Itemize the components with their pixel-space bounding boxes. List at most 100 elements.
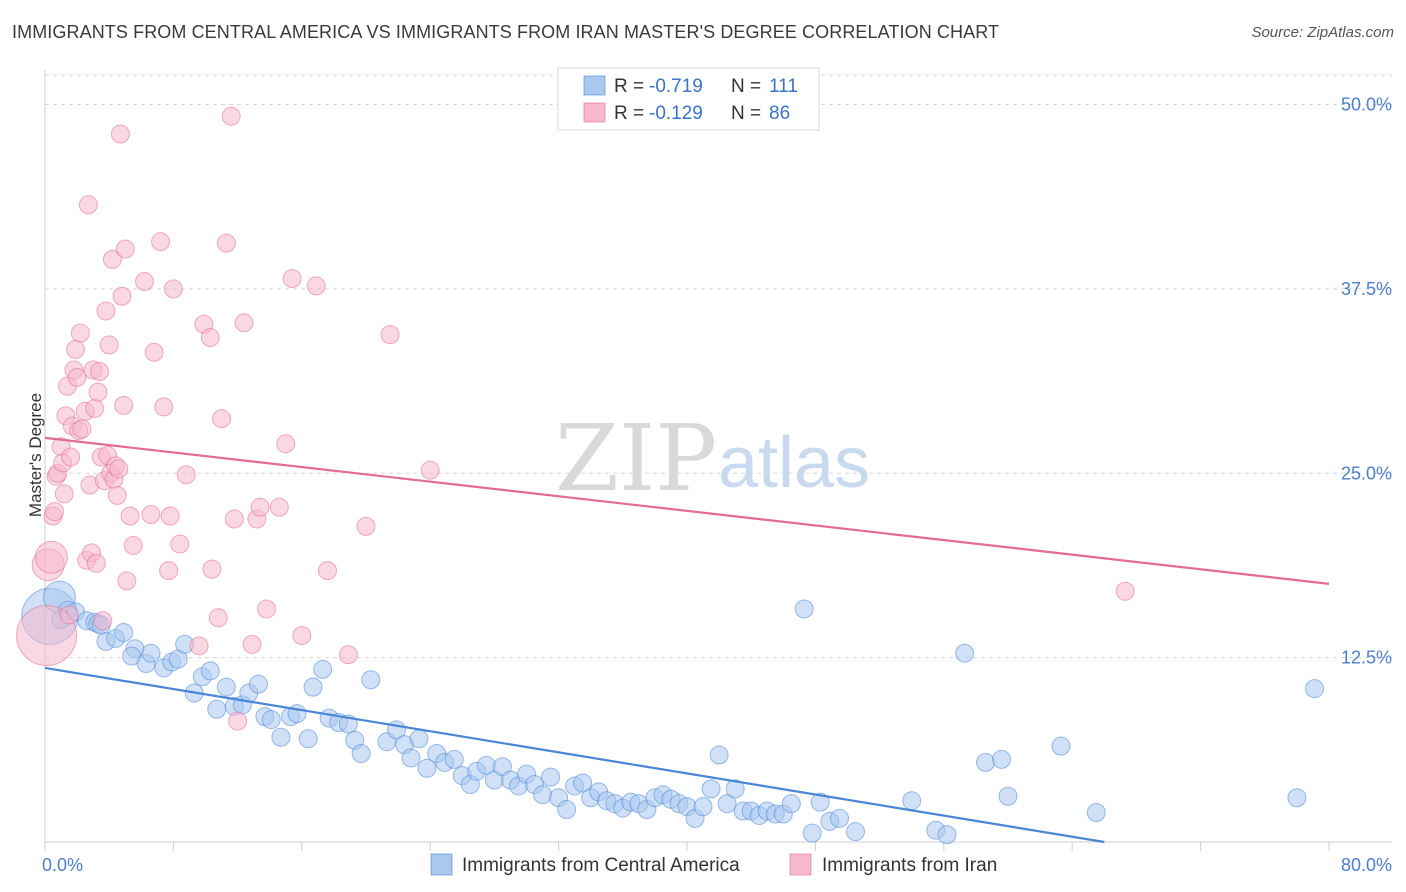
data-point [420, 460, 440, 480]
data-point [200, 661, 220, 681]
data-point [709, 745, 729, 765]
data-point [200, 328, 220, 348]
data-point [992, 749, 1012, 769]
data-point [902, 791, 922, 811]
data-point [701, 779, 721, 799]
data-point [573, 773, 593, 793]
data-point [202, 559, 222, 579]
data-point [160, 506, 180, 526]
legend-n-label: N = [731, 103, 761, 124]
y-tick-label: 25.0% [1341, 463, 1392, 483]
data-point [212, 409, 232, 429]
data-point [313, 659, 333, 679]
data-point [261, 710, 281, 730]
y-tick-label: 50.0% [1341, 95, 1392, 115]
data-point [120, 506, 140, 526]
data-point [216, 233, 236, 253]
data-point [955, 643, 975, 663]
data-point [59, 605, 79, 625]
data-point [144, 342, 164, 362]
watermark-atlas: atlas [718, 423, 870, 503]
bottom-legend-swatch-pink [789, 853, 812, 876]
trend-line [44, 436, 1330, 585]
data-point [937, 825, 957, 845]
data-point [135, 272, 155, 291]
data-point [67, 367, 87, 387]
data-point [248, 674, 268, 694]
x-tick-label: 80.0% [1341, 855, 1392, 875]
data-point [65, 339, 85, 359]
data-point [541, 767, 561, 787]
data-point [380, 325, 400, 345]
data-point [361, 670, 381, 690]
data-point [269, 497, 289, 517]
data-point [189, 636, 209, 656]
data-point [107, 485, 127, 505]
data-point [96, 301, 116, 321]
y-tick-label: 12.5% [1341, 648, 1392, 668]
data-point [90, 361, 110, 381]
x-tick-label: 0.0% [42, 855, 83, 875]
data-point [256, 599, 276, 619]
data-point [117, 571, 137, 591]
data-point [85, 398, 105, 418]
gridlines [45, 74, 1392, 659]
data-point [45, 502, 65, 522]
bottom-legend-label: Immigrants from Iran [822, 855, 997, 876]
data-point [829, 808, 849, 828]
trend-lines [44, 436, 1330, 844]
data-point [356, 516, 376, 536]
data-point [88, 382, 108, 402]
data-point [78, 195, 98, 215]
data-point [110, 124, 130, 144]
data-point [303, 677, 323, 697]
data-point [242, 634, 262, 654]
legend-n-value: 86 [769, 103, 790, 124]
data-point [1051, 736, 1071, 756]
data-point [123, 536, 143, 556]
data-point [228, 711, 248, 731]
data-point [99, 335, 119, 355]
data-point [112, 286, 132, 306]
legend-r-label: R = [614, 103, 644, 124]
data-point [409, 729, 429, 749]
data-point [154, 397, 174, 417]
trend-line [44, 666, 1105, 844]
legend-r-value: -0.719 [649, 76, 703, 97]
bottom-legend-swatch-blue [430, 853, 453, 876]
data-point [208, 608, 228, 628]
data-point [351, 744, 371, 763]
y-tick-label: 37.5% [1341, 279, 1392, 299]
data-point [417, 758, 437, 778]
data-point [781, 794, 801, 814]
watermark-zip: ZIP [555, 405, 717, 512]
data-point [557, 800, 577, 820]
data-point [70, 323, 90, 343]
data-point [794, 599, 814, 619]
data-point [72, 419, 92, 439]
data-point [1287, 788, 1307, 808]
data-point [93, 611, 113, 631]
data-point [292, 626, 312, 645]
data-point [401, 748, 421, 768]
data-point [234, 313, 254, 333]
data-point [1086, 803, 1106, 822]
data-point [207, 699, 227, 719]
legend-r-value: -0.129 [649, 103, 703, 124]
data-point [61, 447, 81, 467]
data-point [271, 727, 291, 747]
data-point [86, 553, 106, 573]
data-point [221, 106, 241, 126]
data-point [298, 729, 318, 749]
legend-r-label: R = [614, 76, 644, 97]
legend-swatch-blue [583, 75, 606, 96]
data-point [1305, 679, 1325, 699]
data-point [115, 239, 135, 259]
data-point [141, 643, 161, 663]
data-point [998, 786, 1018, 806]
data-point [109, 459, 129, 479]
data-point [216, 677, 236, 697]
data-point [802, 823, 822, 843]
data-point [102, 249, 122, 269]
